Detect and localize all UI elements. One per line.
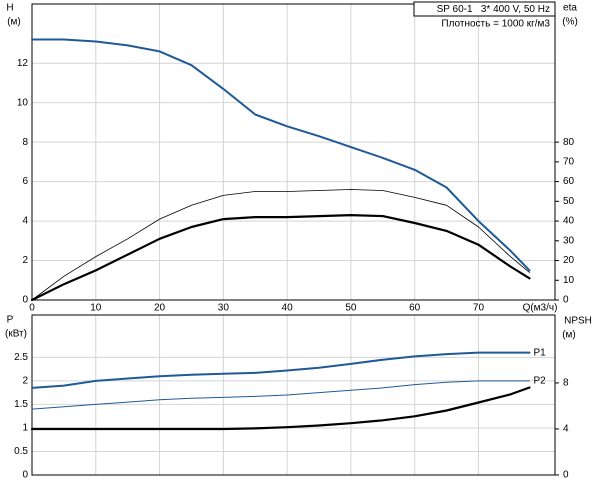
curve xyxy=(31,189,530,301)
y2-tick-label: 20 xyxy=(563,255,575,266)
y-tick-label: 0 xyxy=(22,295,28,306)
x-tick-label: 10 xyxy=(90,303,102,314)
y2-tick-label: 10 xyxy=(563,275,575,286)
x-tick-label: 0 xyxy=(29,303,35,314)
curve xyxy=(31,38,531,272)
x-tick-label: 20 xyxy=(154,303,166,314)
y2-tick-label: 8 xyxy=(563,378,569,389)
y-tick-label: 0 xyxy=(22,470,28,480)
y-tick-label: 2 xyxy=(22,376,28,387)
y2-tick-label: 40 xyxy=(563,216,575,227)
y2-axis-label: eta xyxy=(563,3,577,14)
x-tick-label: 60 xyxy=(409,303,421,314)
y2-tick-label: 0 xyxy=(563,295,569,306)
y-axis-label: P xyxy=(7,315,14,326)
y-tick-label: 2.5 xyxy=(14,352,28,363)
curve xyxy=(30,386,531,431)
x-tick-label: 50 xyxy=(345,303,357,314)
y2-tick-label: 60 xyxy=(563,176,575,187)
info-line: Плотность = 1000 кг/м3 xyxy=(441,19,550,30)
curve-label: P1 xyxy=(533,347,546,358)
y-tick-label: 4 xyxy=(22,216,28,227)
curve xyxy=(30,214,531,302)
y-tick-label: 2 xyxy=(22,255,28,266)
y2-axis-label: (%) xyxy=(562,17,578,28)
plot-frame xyxy=(31,3,556,301)
y2-axis-label: (м) xyxy=(562,330,576,341)
plot-frame xyxy=(31,314,556,476)
y2-tick-label: 0 xyxy=(563,470,569,480)
y2-tick-label: 30 xyxy=(563,235,575,246)
x-tick-label: 30 xyxy=(218,303,230,314)
x-tick-label: 40 xyxy=(282,303,294,314)
curve xyxy=(31,351,531,389)
y-tick-label: 1.5 xyxy=(14,399,28,410)
y2-tick-label: 4 xyxy=(563,424,569,435)
y2-tick-label: 70 xyxy=(563,157,575,168)
y-tick-label: 12 xyxy=(17,58,29,69)
curve-label: P2 xyxy=(533,376,546,387)
x-axis-label: Q(м3/ч) xyxy=(523,303,558,314)
x-tick-label: 70 xyxy=(473,303,485,314)
y-tick-label: 1 xyxy=(22,423,28,434)
y-tick-label: 0.5 xyxy=(14,446,28,457)
y2-axis-label: NPSH xyxy=(564,316,592,327)
y-tick-label: 8 xyxy=(22,137,28,148)
curve xyxy=(31,380,530,410)
y2-tick-label: 80 xyxy=(563,137,575,148)
info-box xyxy=(413,1,556,17)
y-axis-label: (м) xyxy=(7,17,21,28)
info-line: SP 60-1 3* 400 V, 50 Hz xyxy=(437,4,550,15)
y2-tick-label: 50 xyxy=(563,196,575,207)
y-tick-label: 10 xyxy=(17,97,29,108)
y-axis-label: H xyxy=(6,3,13,14)
y-axis-label: (кВт) xyxy=(5,329,27,340)
plot-area xyxy=(32,4,555,300)
y-tick-label: 6 xyxy=(22,176,28,187)
